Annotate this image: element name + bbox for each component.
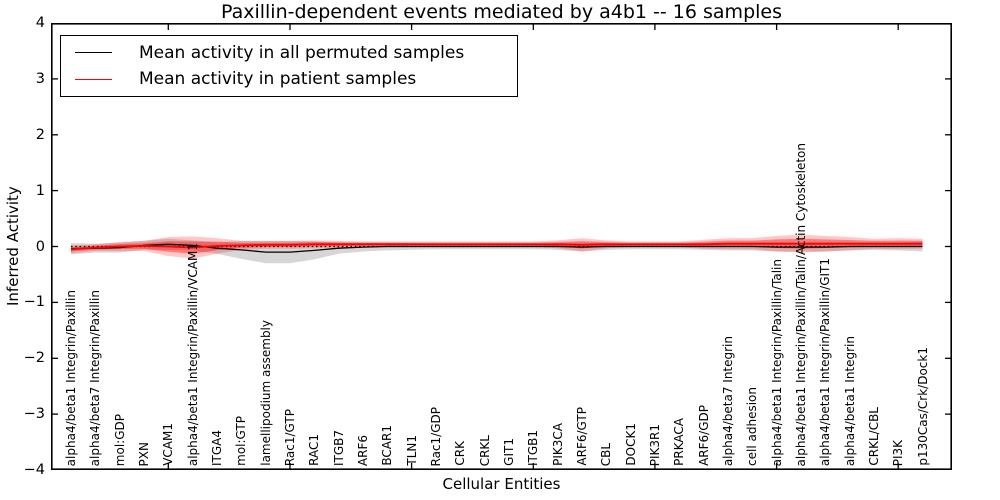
patient-mean-line [70,242,923,251]
legend-line-permuted-icon [75,52,112,54]
y-tick-label: 3 [35,70,45,87]
y-tick-label: −1 [23,294,45,311]
x-tick-label: ARF6 [355,434,370,466]
x-axis-label: Cellular Entities [442,475,561,493]
x-tick-label: RAC1 [307,434,322,466]
x-tick-label: CBL [599,442,614,466]
x-tick-label: PRKACA [672,418,687,466]
x-tick-label: alpha4/beta1 Integrin/Paxillin/GIT1 [818,257,833,466]
x-tick-label: GIT1 [501,438,516,466]
x-tick-label: BCAR1 [380,425,395,466]
x-tick-label: ITGA4 [209,429,224,466]
x-tick-label: CRK [453,441,468,466]
x-tick-label: CRKL/CBL [866,407,881,466]
x-tick-label: alpha4/beta1 Integrin/Paxillin/Talin [769,258,784,466]
x-tick-label: mol:GTP [234,416,249,466]
x-tick-label: p130Cas/Crk/Dock1 [915,347,930,466]
y-tick-label: −2 [23,350,45,367]
y-tick-label: 1 [35,182,45,199]
x-tick-label: DOCK1 [623,423,638,466]
x-tick-label: ITGB7 [331,429,346,466]
legend: Mean activity in all permuted samples Me… [60,35,518,97]
legend-item-patient: Mean activity in patient samples [61,69,517,89]
legend-label-permuted: Mean activity in all permuted samples [139,42,465,63]
plot-area [51,23,952,470]
x-tick-label: alpha4/beta1 Integrin/Paxillin/Talin/Act… [793,142,808,466]
x-tick-label: lamellipodium assembly [258,320,273,466]
y-tick-label: −4 [23,462,45,478]
x-tick-label: TLN1 [404,435,419,466]
patient-band-inner [71,238,923,254]
x-tick-label: CRKL [477,434,492,466]
x-tick-label: ARF6/GTP [574,407,589,466]
x-tick-label: ARF6/GDP [696,405,711,466]
chart-title: Paxillin-dependent events mediated by a4… [220,1,782,23]
x-tick-label: Rac1/GTP [282,408,297,466]
x-tick-label: PIK3CA [550,423,565,466]
x-tick-label: PI3K [891,439,906,466]
y-tick-label: 0 [35,238,45,255]
x-tick-label: Rac1/GDP [428,406,443,466]
axes-frame [51,23,952,470]
y-tick-label: 4 [35,15,45,31]
x-tick-label: alpha4/beta7 Integrin [720,335,735,466]
y-tick-label: −3 [23,406,45,423]
x-tick-label: alpha4/beta1 Integrin/Paxillin/VCAM1 [185,242,200,466]
y-tick-label: 2 [35,126,45,143]
x-tick-label: PIK3R1 [647,423,662,466]
legend-label-patient: Mean activity in patient samples [139,69,417,90]
x-tick-label: VCAM1 [161,423,176,466]
legend-item-permuted: Mean activity in all permuted samples [61,43,517,63]
x-tick-label: mol:GDP [112,413,127,466]
x-tick-label: alpha4/beta1 Integrin/Paxillin [64,289,78,466]
x-tick-label: alpha4/beta7 Integrin/Paxillin [88,289,103,466]
x-tick-label: cell adhesion [745,387,760,466]
legend-line-patient-icon [75,78,112,80]
x-tick-label: alpha4/beta1 Integrin [842,335,857,466]
x-tick-label: PXN [136,441,151,466]
x-tick-label: ITGB1 [526,429,541,466]
